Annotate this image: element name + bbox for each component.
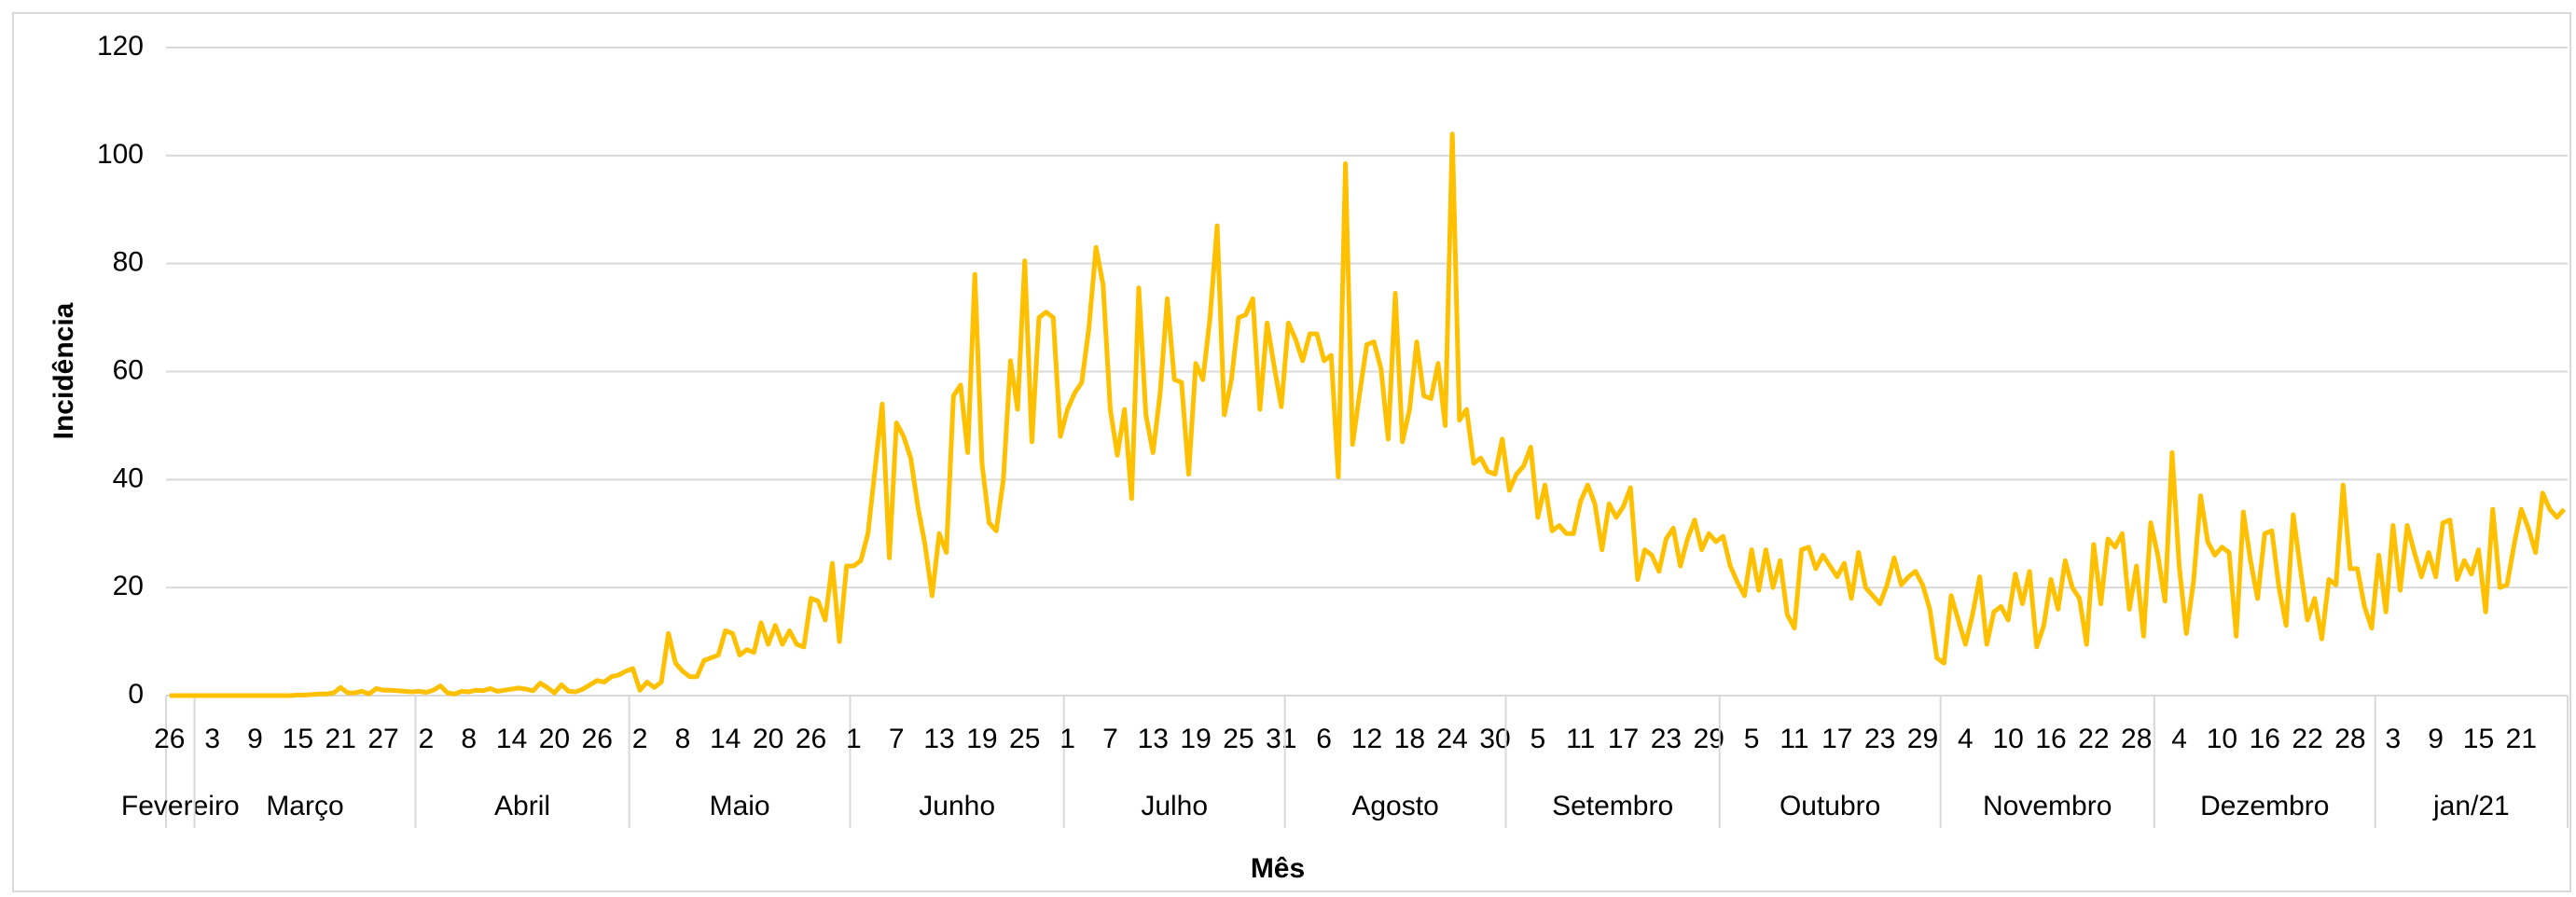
data-line — [169, 131, 2567, 698]
y-tick-label: 60 — [113, 354, 144, 385]
x-tick-label: 7 — [889, 724, 905, 754]
x-tick-label: 25 — [1009, 724, 1040, 754]
x-tick-label: 3 — [2385, 724, 2401, 754]
month-label: Maio — [710, 791, 770, 821]
x-tick-label: 28 — [2121, 724, 2152, 754]
y-tick-label: 100 — [97, 139, 144, 170]
x-tick-label: 25 — [1223, 724, 1253, 754]
x-tick-label: 21 — [325, 724, 356, 754]
x-tick-label: 17 — [1821, 724, 1852, 754]
x-tick-label: 1 — [846, 724, 862, 754]
x-tick-label: 15 — [283, 724, 313, 754]
y-axis-title: Incidência — [48, 302, 79, 439]
y-tick-label: 0 — [128, 679, 144, 710]
x-tick-label: 15 — [2463, 724, 2494, 754]
month-label: Março — [266, 791, 343, 821]
x-tick-label: 2 — [419, 724, 435, 754]
x-tick-label: 31 — [1266, 724, 1296, 754]
month-label: Agosto — [1351, 791, 1438, 821]
x-tick-label: 21 — [2506, 724, 2537, 754]
x-tick-label: 7 — [1102, 724, 1118, 754]
x-tick-label: 10 — [1992, 724, 2023, 754]
month-label: Dezembro — [2200, 791, 2329, 821]
month-label: Outubro — [1780, 791, 1880, 821]
x-tick-label: 19 — [966, 724, 997, 754]
x-tick-label: 9 — [247, 724, 263, 754]
x-tick-label: 8 — [675, 724, 691, 754]
x-tick-label: 22 — [2292, 724, 2322, 754]
x-tick-label: 13 — [1138, 724, 1169, 754]
x-tick-label: 18 — [1394, 724, 1425, 754]
x-tick-label: 22 — [2078, 724, 2109, 754]
x-tick-label: 17 — [1608, 724, 1639, 754]
chart-border — [12, 12, 2571, 892]
y-tick-label: 40 — [113, 462, 144, 493]
x-tick-label: 11 — [1566, 724, 1595, 754]
x-tick-label: 5 — [1744, 724, 1760, 754]
month-label: Novembro — [1983, 791, 2112, 821]
x-tick-label: 4 — [2171, 724, 2187, 754]
x-tick-label: 14 — [710, 724, 741, 754]
x-tick-label: 10 — [2207, 724, 2237, 754]
x-tick-label: 5 — [1530, 724, 1546, 754]
x-tick-label: 2 — [632, 724, 648, 754]
x-axis-title: Mês — [1251, 853, 1305, 884]
x-tick-label: 26 — [154, 724, 185, 754]
month-label: Fevereiro — [121, 791, 240, 821]
x-tick-label: 11 — [1780, 724, 1808, 754]
x-tick-label: 29 — [1907, 724, 1938, 754]
month-label: Setembro — [1552, 791, 1673, 821]
x-tick-label: 23 — [1651, 724, 1682, 754]
x-tick-label: 16 — [2035, 724, 2066, 754]
x-tick-label: 27 — [367, 724, 398, 754]
x-tick-label: 9 — [2428, 724, 2444, 754]
x-tick-label: 6 — [1316, 724, 1332, 754]
x-tick-label: 20 — [753, 724, 783, 754]
x-tick-label: 24 — [1437, 724, 1468, 754]
x-tick-label: 16 — [2250, 724, 2280, 754]
x-tick-label: 19 — [1180, 724, 1211, 754]
x-tick-label: 3 — [204, 724, 220, 754]
x-tick-label: 23 — [1864, 724, 1895, 754]
y-tick-label: 120 — [97, 31, 144, 62]
x-tick-label: 14 — [496, 724, 527, 754]
x-tick-label: 4 — [1958, 724, 1974, 754]
x-tick-label: 8 — [461, 724, 477, 754]
month-label: jan/21 — [2432, 791, 2510, 821]
x-tick-label: 26 — [796, 724, 826, 754]
x-tick-label: 28 — [2334, 724, 2365, 754]
y-tick-label: 80 — [113, 247, 144, 278]
x-tick-label: 20 — [539, 724, 570, 754]
y-tick-label: 20 — [113, 571, 144, 601]
x-tick-label: 12 — [1351, 724, 1382, 754]
x-tick-label: 1 — [1059, 724, 1075, 754]
month-label: Julho — [1141, 791, 1208, 821]
x-tick-label: 26 — [582, 724, 613, 754]
x-tick-label: 13 — [923, 724, 954, 754]
month-label: Junho — [919, 791, 995, 821]
month-label: Abril — [494, 791, 550, 821]
